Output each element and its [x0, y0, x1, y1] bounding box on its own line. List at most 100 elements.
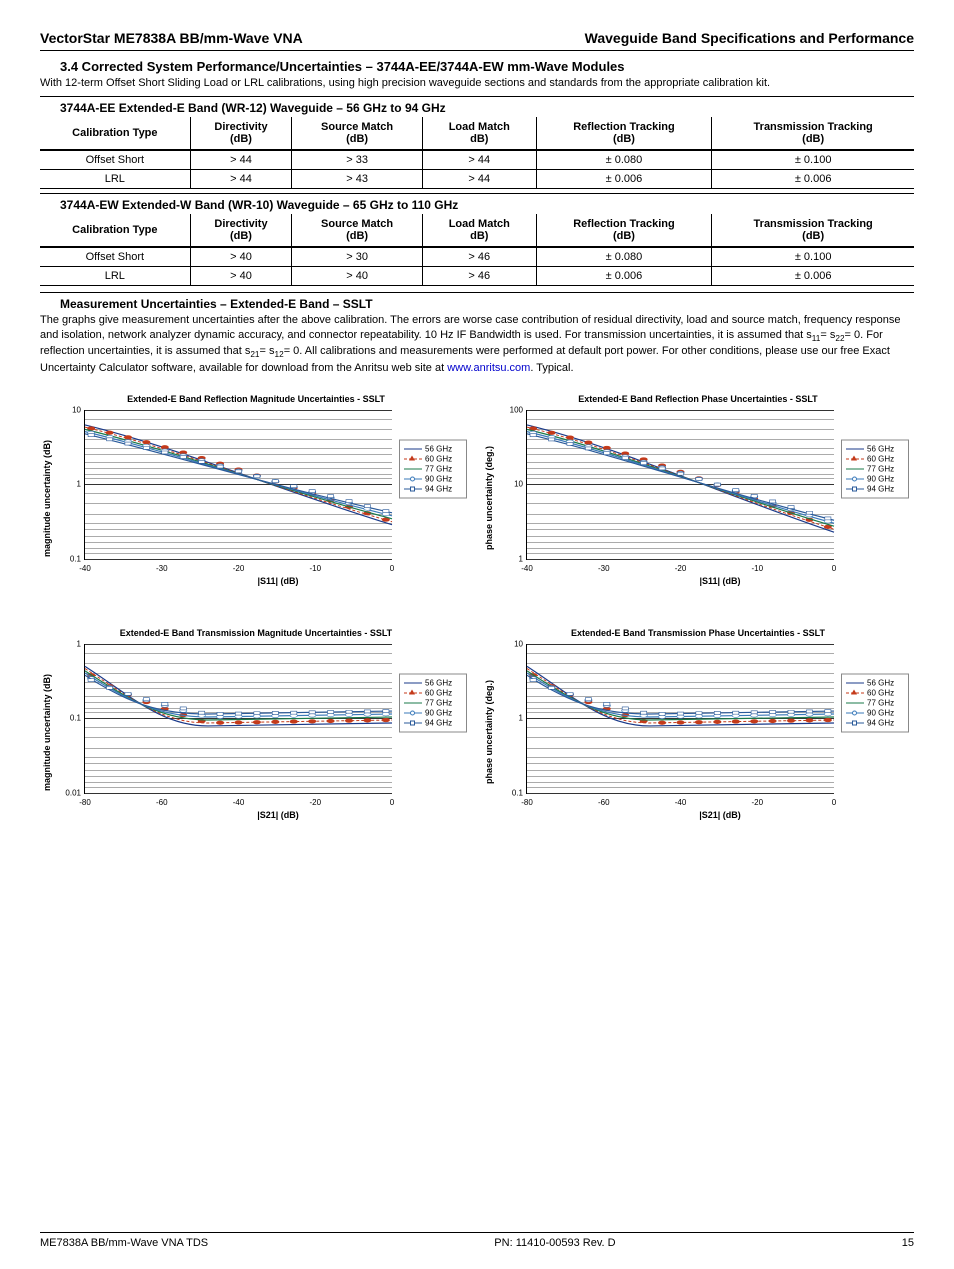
uncertainty-desc: The graphs give measurement uncertaintie… [40, 313, 914, 375]
spec-table: Calibration TypeDirectivity(dB)Source Ma… [40, 214, 914, 286]
x-axis-label: |S11| (dB) [84, 576, 472, 586]
legend-item: 56 GHz [846, 445, 904, 454]
legend-item: 94 GHz [404, 719, 462, 728]
section-title: 3.4 Corrected System Performance/Uncerta… [60, 59, 914, 74]
x-tick: -60 [156, 798, 168, 807]
cell: > 43 [292, 170, 423, 189]
legend-item: 60 GHz [846, 689, 904, 698]
col-header: Transmission Tracking(dB) [712, 214, 914, 247]
chart: Extended-E Band Reflection Phase Uncerta… [482, 386, 914, 590]
legend-label: 60 GHz [425, 455, 452, 464]
legend-item: 90 GHz [846, 709, 904, 718]
x-tick: -10 [309, 564, 321, 573]
x-tick: 0 [390, 798, 394, 807]
cell: > 46 [422, 267, 536, 286]
chart-title: Extended-E Band Reflection Phase Uncerta… [482, 394, 914, 404]
y-tick: 0.1 [499, 788, 523, 797]
x-tick: -40 [675, 798, 687, 807]
x-tick: -30 [156, 564, 168, 573]
x-tick: -20 [233, 564, 245, 573]
col-header: Directivity(dB) [190, 214, 292, 247]
x-tick: -40 [79, 564, 91, 573]
legend-label: 60 GHz [867, 689, 894, 698]
chart-legend: 56 GHz60 GHz77 GHz90 GHz94 GHz [841, 674, 909, 733]
chart-title: Extended-E Band Reflection Magnitude Unc… [40, 394, 472, 404]
page-footer: ME7838A BB/mm-Wave VNA TDS PN: 11410-005… [40, 1232, 914, 1249]
legend-label: 60 GHz [425, 689, 452, 698]
chart-legend: 56 GHz60 GHz77 GHz90 GHz94 GHz [399, 440, 467, 499]
table-title: 3744A-EE Extended-E Band (WR-12) Wavegui… [40, 96, 914, 115]
cell: ± 0.006 [536, 170, 712, 189]
cell: LRL [40, 267, 190, 286]
legend-label: 90 GHz [867, 709, 894, 718]
x-axis-label: |S21| (dB) [526, 810, 914, 820]
col-header: Reflection Tracking(dB) [536, 117, 712, 150]
table-row: Offset Short> 40> 30> 46± 0.080± 0.100 [40, 247, 914, 267]
plot-area: 0.1110-40-30-20-10056 GHz60 GHz77 GHz90 … [84, 410, 392, 560]
chart: Extended-E Band Transmission Magnitude U… [40, 620, 472, 824]
x-tick: -20 [751, 798, 763, 807]
cell: > 30 [292, 247, 423, 267]
plot-area: 0.1110-80-60-40-20056 GHz60 GHz77 GHz90 … [526, 644, 834, 794]
y-tick: 10 [499, 639, 523, 648]
legend-label: 60 GHz [867, 455, 894, 464]
cell: Offset Short [40, 150, 190, 170]
anritsu-link[interactable]: www.anritsu.com [447, 362, 530, 374]
chart-legend: 56 GHz60 GHz77 GHz90 GHz94 GHz [399, 674, 467, 733]
cell: ± 0.006 [536, 267, 712, 286]
legend-item: 94 GHz [404, 485, 462, 494]
legend-item: 56 GHz [846, 679, 904, 688]
cell: > 44 [422, 150, 536, 170]
col-header: Load MatchdB) [422, 117, 536, 150]
cell: > 40 [292, 267, 423, 286]
x-tick: -80 [521, 798, 533, 807]
section-intro: With 12-term Offset Short Sliding Load o… [40, 76, 914, 90]
legend-item: 94 GHz [846, 485, 904, 494]
chart: Extended-E Band Reflection Magnitude Unc… [40, 386, 472, 590]
col-header: Calibration Type [40, 117, 190, 150]
legend-item: 90 GHz [404, 709, 462, 718]
y-tick: 0.01 [57, 788, 81, 797]
x-tick: -60 [598, 798, 610, 807]
legend-label: 94 GHz [867, 719, 894, 728]
x-axis-label: |S21| (dB) [84, 810, 472, 820]
y-tick: 1 [57, 639, 81, 648]
legend-label: 90 GHz [425, 475, 452, 484]
legend-label: 56 GHz [867, 679, 894, 688]
header-right: Waveguide Band Specifications and Perfor… [585, 30, 914, 46]
legend-item: 77 GHz [404, 465, 462, 474]
y-tick: 1 [57, 480, 81, 489]
col-header: Transmission Tracking(dB) [712, 117, 914, 150]
chart-legend: 56 GHz60 GHz77 GHz90 GHz94 GHz [841, 440, 909, 499]
legend-label: 77 GHz [425, 465, 452, 474]
cell: Offset Short [40, 247, 190, 267]
legend-label: 77 GHz [425, 699, 452, 708]
legend-label: 77 GHz [867, 465, 894, 474]
legend-item: 56 GHz [404, 445, 462, 454]
col-header: Source Match(dB) [292, 214, 423, 247]
col-header: Directivity(dB) [190, 117, 292, 150]
plot-area: 0.010.11-80-60-40-20056 GHz60 GHz77 GHz9… [84, 644, 392, 794]
cell: > 44 [190, 150, 292, 170]
col-header: Source Match(dB) [292, 117, 423, 150]
legend-label: 56 GHz [425, 679, 452, 688]
page-header: VectorStar ME7838A BB/mm-Wave VNA Wavegu… [40, 30, 914, 51]
x-tick: -80 [79, 798, 91, 807]
table-row: LRL> 44> 43> 44± 0.006± 0.006 [40, 170, 914, 189]
y-axis-label: phase uncertainty (deg.) [482, 644, 496, 820]
cell: > 44 [190, 170, 292, 189]
cell: ± 0.100 [712, 247, 914, 267]
col-header: Calibration Type [40, 214, 190, 247]
chart-title: Extended-E Band Transmission Phase Uncer… [482, 628, 914, 638]
cell: ± 0.006 [712, 267, 914, 286]
legend-item: 77 GHz [846, 465, 904, 474]
cell: ± 0.100 [712, 150, 914, 170]
cell: ± 0.006 [712, 170, 914, 189]
cell: > 46 [422, 247, 536, 267]
chart-title: Extended-E Band Transmission Magnitude U… [40, 628, 472, 638]
cell: LRL [40, 170, 190, 189]
x-tick: -40 [233, 798, 245, 807]
x-tick: 0 [832, 564, 836, 573]
footer-center: PN: 11410-00593 Rev. D [494, 1237, 615, 1249]
x-tick: -20 [675, 564, 687, 573]
